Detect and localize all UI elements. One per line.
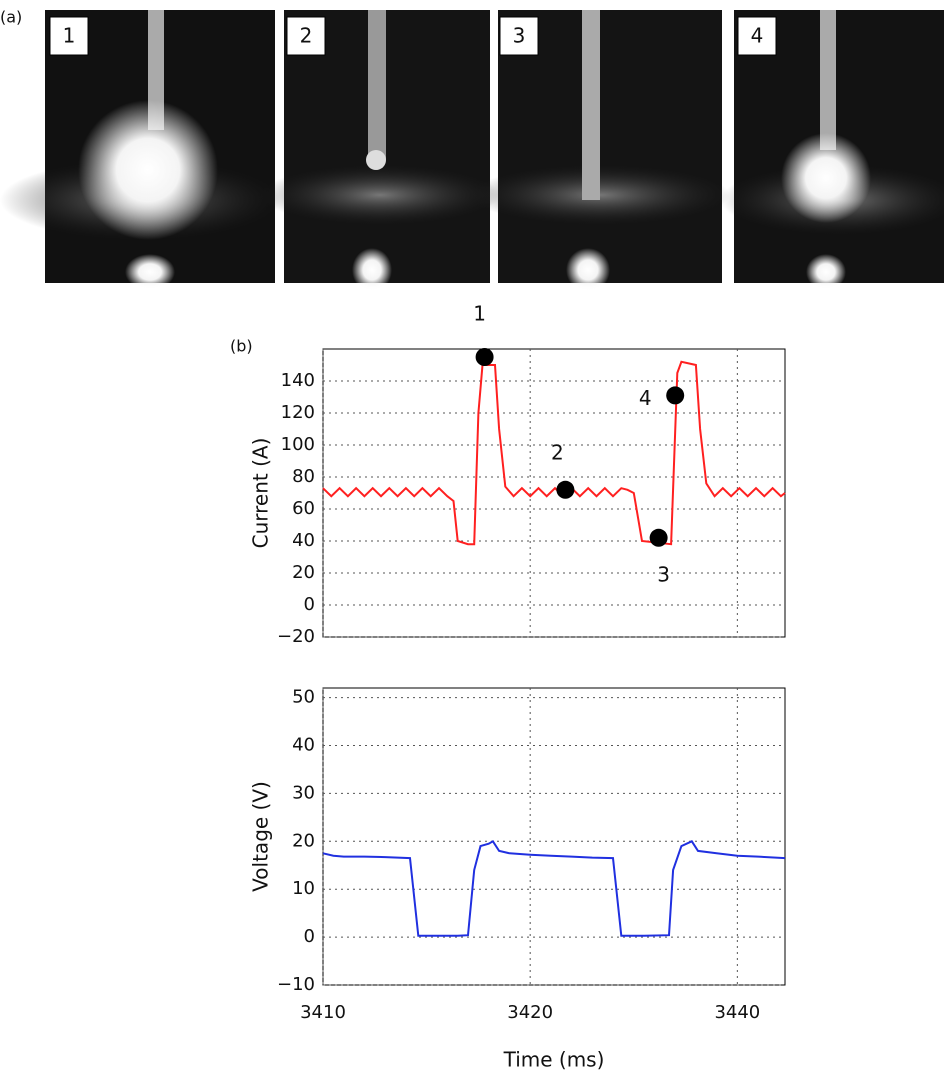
- data-line: [322, 839, 786, 937]
- y-tick-label: 80: [292, 466, 315, 487]
- frame-label: 2: [300, 24, 313, 48]
- marker-label: 3: [657, 562, 670, 586]
- y-tick-label: 0: [304, 926, 315, 947]
- y-tick-label: −20: [277, 626, 315, 647]
- marker-point: [649, 528, 668, 547]
- x-axis-label: Time (ms): [503, 1048, 605, 1072]
- y-tick-label: 20: [292, 830, 315, 851]
- marker-point: [475, 348, 494, 366]
- photo-frames: 1 2 3 4: [0, 10, 944, 292]
- marker-point: [556, 480, 575, 499]
- y-tick-label: 100: [281, 434, 315, 455]
- y-axis-label: Current (A): [249, 438, 273, 549]
- marker-label: 4: [639, 386, 652, 410]
- x-tick-label: 3440: [714, 1002, 760, 1023]
- y-tick-label: 0: [304, 594, 315, 615]
- y-tick-label: 10: [292, 878, 315, 899]
- panel-label: (a): [0, 8, 22, 27]
- frame-label: 1: [63, 24, 76, 48]
- x-tick-label: 3410: [300, 1002, 346, 1023]
- y-tick-label: 140: [281, 370, 315, 391]
- y-tick-label: 20: [292, 562, 315, 583]
- y-tick-label: 40: [292, 530, 315, 551]
- frame-label: 3: [513, 24, 526, 48]
- frame-photo: [0, 10, 280, 290]
- y-tick-label: 60: [292, 498, 315, 519]
- y-tick-label: 40: [292, 734, 315, 755]
- plot-frame: [322, 687, 786, 986]
- marker-label: 2: [551, 440, 564, 464]
- frame-label: 4: [751, 24, 764, 48]
- y-tick-label: 30: [292, 782, 315, 803]
- data-line: [322, 360, 786, 546]
- marker-point: [666, 386, 685, 405]
- marker-label: 1: [473, 302, 486, 326]
- panel-label: (b): [230, 337, 253, 356]
- x-tick-label: 3420: [507, 1002, 553, 1023]
- y-tick-label: 50: [292, 687, 315, 708]
- plot-frame: [322, 348, 786, 638]
- y-axis-label: Voltage (V): [249, 781, 273, 892]
- y-tick-label: −10: [277, 974, 315, 995]
- y-tick-label: 120: [281, 402, 315, 423]
